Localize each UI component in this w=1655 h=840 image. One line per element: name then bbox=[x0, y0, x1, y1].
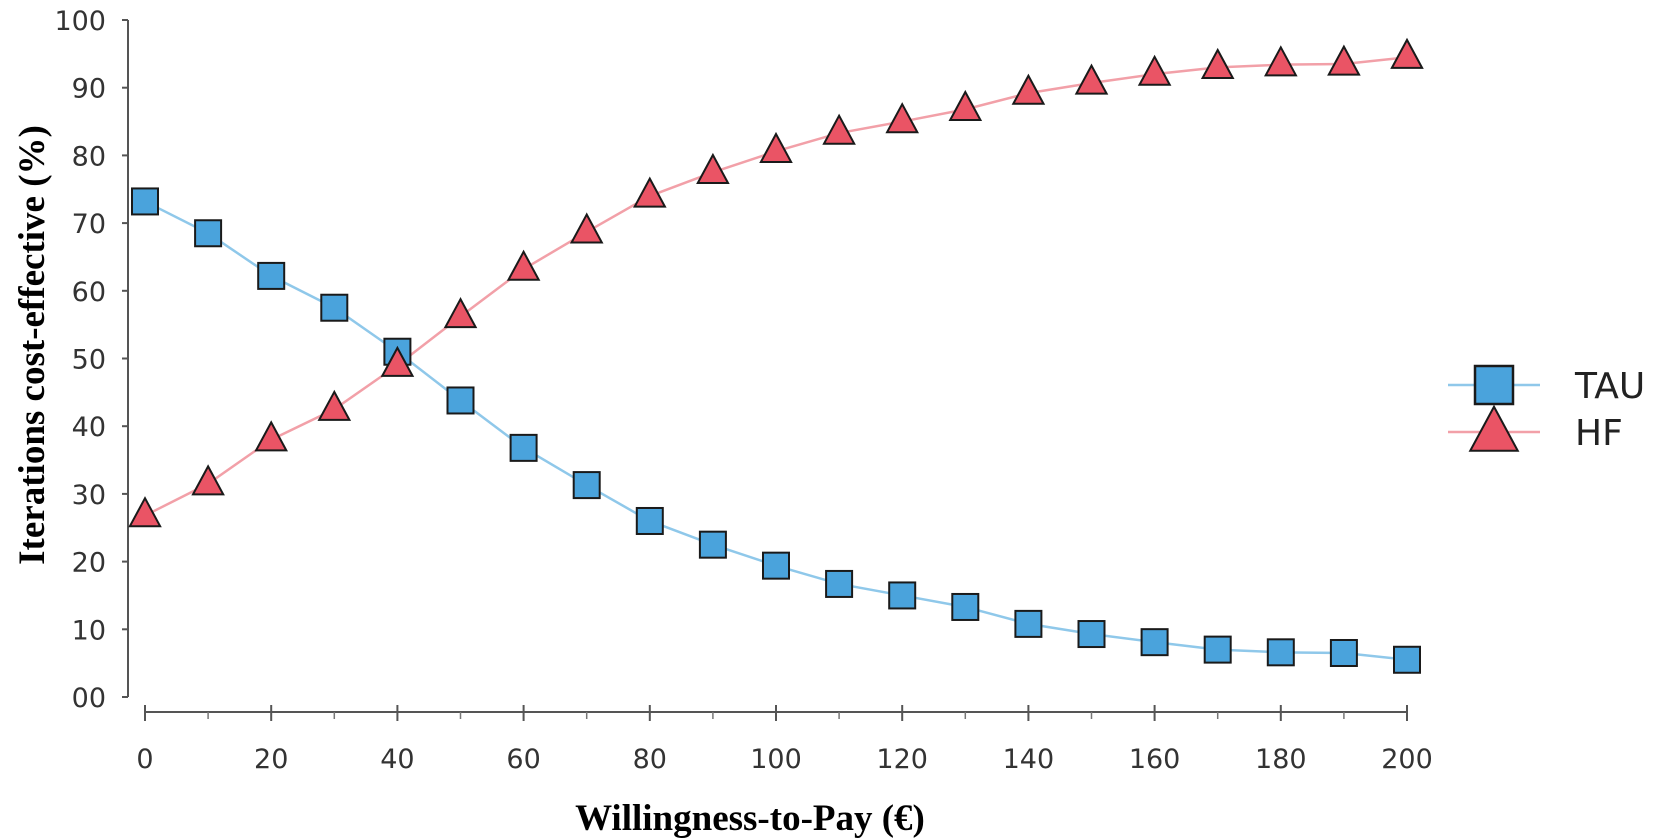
hf-point bbox=[885, 102, 919, 134]
y-tick-label: 20 bbox=[72, 548, 106, 579]
hf-point bbox=[759, 131, 793, 163]
x-axis: 0 20 40 60 80 100 120 140 160 180 200 bbox=[136, 705, 1433, 775]
y-tick-label: 60 bbox=[72, 277, 106, 308]
tau-series-line bbox=[144, 200, 1408, 662]
x-tick-label: 80 bbox=[633, 744, 667, 775]
tau-point bbox=[698, 530, 727, 559]
y-tick-label: 90 bbox=[72, 74, 106, 105]
hf-point bbox=[569, 212, 604, 244]
tau-point bbox=[635, 506, 664, 535]
hf-point bbox=[1200, 47, 1235, 80]
x-tick-label: 100 bbox=[750, 744, 802, 775]
tau-point bbox=[825, 569, 854, 598]
tau-point bbox=[1329, 638, 1358, 667]
x-tick-label: 40 bbox=[380, 744, 414, 775]
hf-series-line bbox=[144, 55, 1408, 517]
hf-point bbox=[948, 89, 983, 122]
hf-point bbox=[506, 249, 541, 281]
y-tick-label: 00 bbox=[72, 683, 106, 714]
hf-point bbox=[128, 496, 162, 528]
y-tick-label: 80 bbox=[72, 141, 106, 172]
x-tick-label: 20 bbox=[254, 744, 288, 775]
x-tick-label: 140 bbox=[1003, 744, 1055, 775]
tau-point bbox=[951, 592, 980, 621]
x-tick-label: 60 bbox=[506, 744, 540, 775]
hf-point bbox=[443, 297, 478, 329]
y-tick-label: 100 bbox=[54, 6, 106, 37]
tau-point bbox=[888, 581, 917, 610]
legend-tau-label: TAU bbox=[1574, 366, 1645, 407]
x-tick-label: 200 bbox=[1381, 744, 1433, 775]
tau-point bbox=[572, 471, 601, 500]
y-tick-label: 50 bbox=[72, 345, 106, 376]
hf-point bbox=[633, 176, 667, 208]
x-tick-label: 180 bbox=[1255, 744, 1307, 775]
x-tick-label: 120 bbox=[876, 744, 928, 775]
tau-point bbox=[1077, 620, 1106, 649]
tau-point bbox=[194, 219, 223, 248]
x-tick-label: 0 bbox=[136, 744, 153, 775]
hf-point bbox=[1264, 45, 1298, 77]
x-tick-label: 160 bbox=[1129, 744, 1181, 775]
hf-point bbox=[1074, 63, 1109, 95]
hf-point bbox=[380, 345, 415, 377]
hf-point bbox=[1011, 73, 1046, 105]
y-tick-label: 30 bbox=[72, 480, 106, 511]
hf-point bbox=[1390, 37, 1424, 69]
hf-point bbox=[317, 389, 352, 421]
hf-point bbox=[1327, 44, 1361, 76]
y-tick-label: 40 bbox=[72, 412, 106, 443]
tau-point bbox=[446, 386, 475, 415]
hf-point bbox=[254, 420, 288, 452]
tau-point bbox=[509, 433, 538, 462]
tau-point bbox=[131, 187, 159, 216]
legend-hf-marker bbox=[1468, 404, 1520, 452]
tau-point bbox=[1266, 638, 1295, 667]
legend: TAU HF bbox=[1448, 364, 1645, 454]
y-tick-label: 10 bbox=[72, 615, 106, 646]
tau-point bbox=[257, 261, 286, 290]
tau-point bbox=[1393, 645, 1421, 674]
y-axis-title: Iterations cost-effective (%) bbox=[12, 125, 53, 565]
tau-point bbox=[1014, 609, 1043, 638]
y-tick-label: 70 bbox=[72, 209, 106, 240]
y-axis: 00 10 20 30 40 50 60 70 80 90 100 bbox=[54, 6, 129, 714]
hf-point bbox=[696, 152, 730, 184]
hf-point bbox=[1137, 54, 1172, 86]
x-axis-title: Willingness-to-Pay (€) bbox=[575, 798, 925, 839]
plot-series bbox=[128, 37, 1424, 674]
hf-point bbox=[822, 113, 856, 145]
tau-point bbox=[320, 293, 349, 322]
hf-point bbox=[191, 464, 225, 496]
tau-point bbox=[1140, 628, 1169, 657]
tau-point bbox=[1203, 635, 1232, 664]
tau-point bbox=[762, 551, 790, 580]
legend-hf-label: HF bbox=[1575, 413, 1623, 454]
legend-tau-marker bbox=[1473, 364, 1515, 406]
